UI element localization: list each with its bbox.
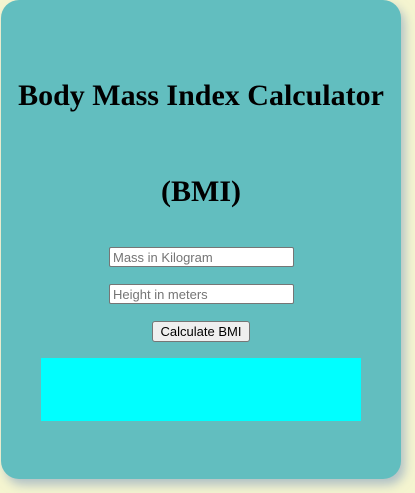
page-subtitle: (BMI) [161,175,241,208]
calculate-bmi-button[interactable]: Calculate BMI [152,321,250,342]
height-input[interactable] [109,284,294,304]
result-box [41,358,361,421]
page-title: Body Mass Index Calculator [18,79,384,112]
mass-input[interactable] [109,247,294,267]
bmi-calculator-card: Body Mass Index Calculator (BMI) Calcula… [1,0,401,479]
